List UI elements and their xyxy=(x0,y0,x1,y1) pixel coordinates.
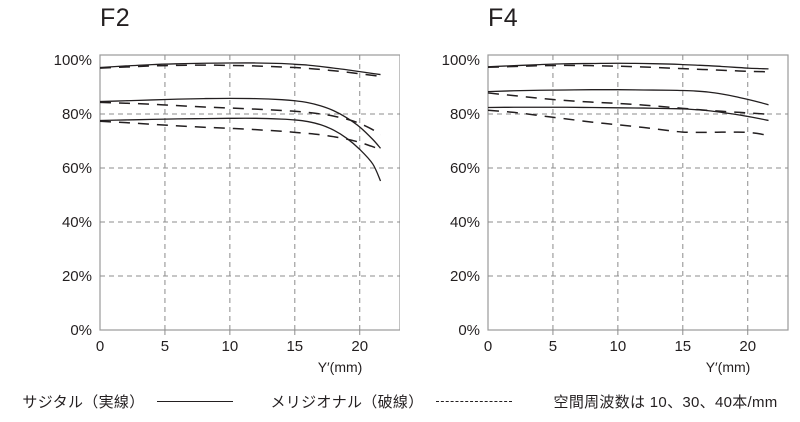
chart-panel-f2: F2 0% 20% 40% 60% 80% 100% 0 5 10 15 20 Y′(mm) xyxy=(0,0,400,380)
xtick-label-5-f4: 5 xyxy=(549,338,557,355)
ytick-label-100%-f2: 100% xyxy=(54,52,92,69)
xtick-label-20-f4: 20 xyxy=(739,338,756,355)
figure-legend: サジタル（実線） メリジオナル（破線） 空間周波数は 10、30、40本/mm xyxy=(0,380,800,422)
xtick-label-20-f2: 20 xyxy=(351,338,368,355)
xaxis-caption-f4: Y′(mm) xyxy=(706,359,751,375)
xtick-label-10-f4: 10 xyxy=(610,338,627,355)
xtick-label-10-f2: 10 xyxy=(222,338,239,355)
legend-meridional-label: メリジオナル（破線） xyxy=(270,393,424,411)
series-curve-f4-2 xyxy=(487,89,769,106)
xtick-label-15-f2: 15 xyxy=(286,338,303,355)
series-curve-f2-2 xyxy=(99,97,382,149)
ytick-label-100%-f4: 100% xyxy=(442,52,480,69)
ytick-label-0%-f2: 0% xyxy=(70,322,92,339)
ytick-label-20%-f2: 20% xyxy=(62,268,92,285)
legend-solid-line-sample xyxy=(156,400,233,402)
plot-area-f4: 0% 20% 40% 60% 80% 100% 0 5 10 15 20 Y′(mm) xyxy=(442,52,789,375)
xtick-label-5-f2: 5 xyxy=(161,338,169,355)
series-curve-f2-0 xyxy=(99,62,381,76)
plot-frame-f4 xyxy=(487,54,789,331)
ytick-label-80%-f2: 80% xyxy=(62,106,92,123)
chart-title-f2: F2 xyxy=(100,4,131,32)
series-curve-f4-1 xyxy=(487,64,769,73)
ytick-label-60%-f2: 60% xyxy=(62,160,92,177)
chart-title-f4: F4 xyxy=(488,4,519,32)
legend-frequency-text: 空間周波数は 10、30、40本/mm xyxy=(553,393,778,411)
ytick-label-40%-f4: 40% xyxy=(450,214,480,231)
chart-panel-f4: F4 0% 20% 40% 60% 80% 100% 0 5 10 15 20 Y′(mm) xyxy=(388,0,789,380)
ytick-label-0%-f4: 0% xyxy=(458,322,480,339)
legend-sagittal-label: サジタル（実線） xyxy=(22,393,145,411)
legend-dashed-line-sample xyxy=(435,400,512,402)
ytick-label-80%-f4: 80% xyxy=(450,106,480,123)
series-curve-f2-3 xyxy=(99,101,381,136)
xaxis-caption-f2: Y′(mm) xyxy=(318,359,363,375)
ytick-label-40%-f2: 40% xyxy=(62,214,92,231)
ytick-label-60%-f4: 60% xyxy=(450,160,480,177)
xtick-label-15-f4: 15 xyxy=(674,338,691,355)
series-curve-f2-1 xyxy=(99,64,381,78)
ytick-label-20%-f4: 20% xyxy=(450,268,480,285)
series-curve-f2-4 xyxy=(99,117,382,182)
xtick-label-0-f2: 0 xyxy=(96,338,104,355)
series-curve-f4-0 xyxy=(487,62,769,70)
legend-meridional: メリジオナル（破線） xyxy=(271,391,524,412)
legend-frequency-note: 空間周波数は 10、30、40本/mm xyxy=(554,391,778,412)
xtick-label-0-f4: 0 xyxy=(484,338,492,355)
series-curve-f4-4 xyxy=(487,106,769,122)
series-curve-f4-5 xyxy=(487,109,769,137)
legend-sagittal: サジタル（実線） xyxy=(22,391,244,412)
plot-frame-f2 xyxy=(99,54,400,331)
plot-area-f2: 0% 20% 40% 60% 80% 100% 0 5 10 15 20 Y′(mm) xyxy=(54,52,400,375)
series-curve-f4-3 xyxy=(487,92,769,116)
series-curve-f2-5 xyxy=(99,120,381,151)
